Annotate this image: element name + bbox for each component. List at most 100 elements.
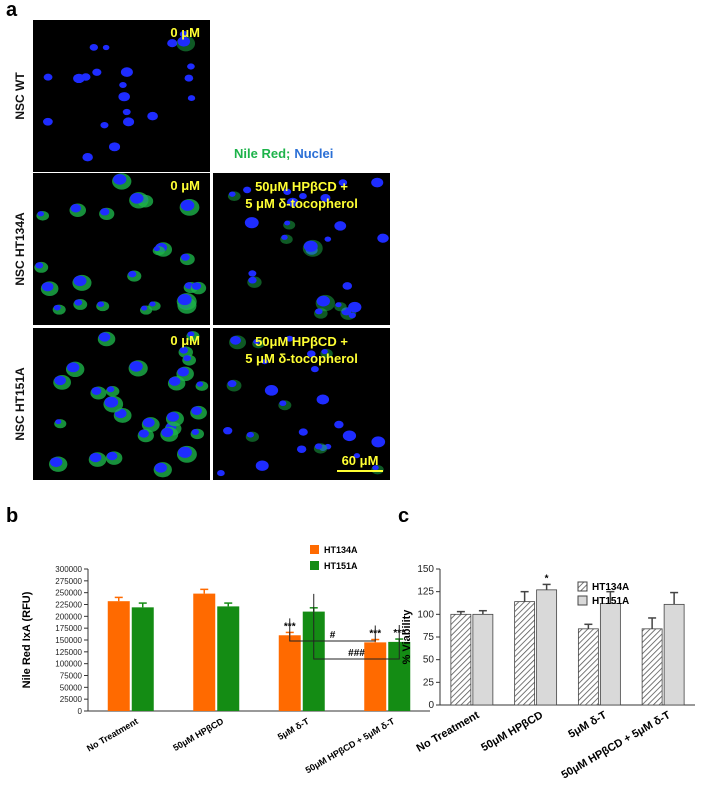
bar bbox=[536, 589, 558, 706]
nucleus bbox=[244, 217, 259, 229]
nucleus bbox=[177, 36, 191, 47]
nucleus bbox=[119, 81, 127, 89]
nucleus bbox=[298, 428, 308, 436]
nucleus bbox=[74, 299, 83, 306]
nucleus bbox=[168, 376, 181, 386]
nucleus bbox=[89, 452, 102, 463]
y-axis-label: % Viability bbox=[401, 609, 413, 665]
bar bbox=[577, 628, 599, 706]
y-tick-label: 125000 bbox=[55, 648, 82, 657]
nucleus bbox=[228, 191, 236, 197]
y-tick-label: 150 bbox=[417, 564, 434, 575]
nucleus bbox=[54, 375, 66, 386]
significance: ### bbox=[348, 648, 365, 659]
nucleus bbox=[372, 465, 379, 471]
stain-name: Nile Red; bbox=[234, 146, 290, 161]
nucleus bbox=[53, 304, 61, 311]
nucleus bbox=[81, 73, 91, 81]
nucleus bbox=[35, 262, 44, 269]
bracket bbox=[313, 593, 400, 660]
nucleus bbox=[104, 396, 119, 408]
legend-swatch bbox=[577, 581, 588, 592]
nucleus bbox=[180, 253, 190, 261]
image-caption: 50μM HPβCD + bbox=[255, 334, 348, 349]
nucleus bbox=[255, 460, 269, 471]
significance: * bbox=[545, 573, 549, 584]
y-tick-label: 25000 bbox=[60, 695, 83, 704]
y-tick-label: 275000 bbox=[55, 577, 82, 586]
image-caption: 0 μM bbox=[170, 25, 200, 40]
bar bbox=[193, 593, 216, 711]
nucleus bbox=[299, 193, 307, 200]
nucleus bbox=[342, 282, 353, 290]
nucleus bbox=[129, 361, 143, 372]
nucleus bbox=[184, 282, 193, 289]
bar bbox=[663, 603, 685, 706]
significance: # bbox=[330, 630, 336, 641]
nucleus bbox=[353, 453, 361, 459]
y-tick-label: 50 bbox=[423, 655, 435, 666]
panel-label: a bbox=[6, 0, 18, 21]
nucleus bbox=[285, 335, 294, 342]
nucleus bbox=[70, 204, 82, 213]
nucleus bbox=[100, 208, 110, 216]
y-tick-label: 50000 bbox=[60, 683, 83, 692]
y-tick-label: 200000 bbox=[55, 612, 82, 621]
nucleus bbox=[196, 381, 204, 387]
y-tick-label: 25 bbox=[423, 677, 435, 688]
y-tick-label: 0 bbox=[428, 700, 434, 711]
nucleus bbox=[166, 412, 179, 422]
y-axis-label: Nile Red IxA (RFU) bbox=[21, 591, 33, 688]
nucleus bbox=[49, 457, 63, 468]
y-tick-label: 75 bbox=[423, 632, 435, 643]
nucleus bbox=[184, 74, 194, 82]
legend-label: HT134A bbox=[324, 545, 358, 555]
row-label: NSC HT134A bbox=[13, 212, 27, 286]
nucleus bbox=[97, 301, 105, 307]
y-tick-label: 125 bbox=[417, 587, 434, 598]
bar bbox=[514, 601, 536, 706]
nucleus bbox=[106, 451, 118, 461]
image-caption: 5 μM δ-tocopherol bbox=[245, 196, 358, 211]
nucleus bbox=[283, 188, 292, 195]
x-tick-label: 50μM HPβCD bbox=[479, 709, 545, 754]
nucleus bbox=[243, 186, 252, 194]
nucleus bbox=[321, 348, 328, 355]
nucleus bbox=[307, 350, 316, 358]
bar bbox=[641, 628, 663, 706]
nucleus bbox=[161, 427, 174, 438]
bar bbox=[107, 601, 130, 711]
scale-bar-label: 60 μM bbox=[342, 453, 379, 468]
nucleus bbox=[335, 302, 342, 308]
legend-swatch bbox=[310, 545, 319, 554]
nucleus bbox=[149, 301, 156, 307]
nucleus bbox=[113, 174, 127, 185]
nucleus bbox=[264, 385, 279, 396]
nucleus bbox=[348, 312, 356, 319]
bar bbox=[450, 613, 472, 706]
x-tick-label: 50μM HPβCD + 5μM δ-T bbox=[304, 716, 397, 776]
nucleus bbox=[89, 44, 99, 51]
legend-swatch bbox=[577, 595, 588, 606]
y-tick-label: 250000 bbox=[55, 589, 82, 598]
nucleus bbox=[153, 246, 160, 252]
y-tick-label: 175000 bbox=[55, 624, 82, 633]
nucleus bbox=[187, 63, 195, 70]
image-caption: 0 μM bbox=[170, 333, 200, 348]
nucleus bbox=[123, 117, 135, 127]
stain-name: Nuclei bbox=[294, 146, 333, 161]
y-tick-label: 100000 bbox=[55, 660, 82, 669]
legend-swatch bbox=[310, 561, 319, 570]
image-caption: 50μM HPβCD + bbox=[255, 179, 348, 194]
nucleus bbox=[179, 346, 188, 354]
bar bbox=[302, 611, 325, 711]
panel-label: c bbox=[398, 505, 409, 527]
nucleus bbox=[287, 197, 299, 207]
micrographs: 0 μM 0 μM 50μM HPβCD + 5 μM δ-tocopherol 0 μ… bbox=[33, 20, 390, 480]
nucleus bbox=[43, 117, 53, 126]
nucleus bbox=[177, 367, 189, 377]
nucleus bbox=[377, 233, 389, 243]
nucleus bbox=[106, 386, 115, 393]
nucleus bbox=[315, 308, 323, 315]
image-caption: 0 μM bbox=[170, 178, 200, 193]
